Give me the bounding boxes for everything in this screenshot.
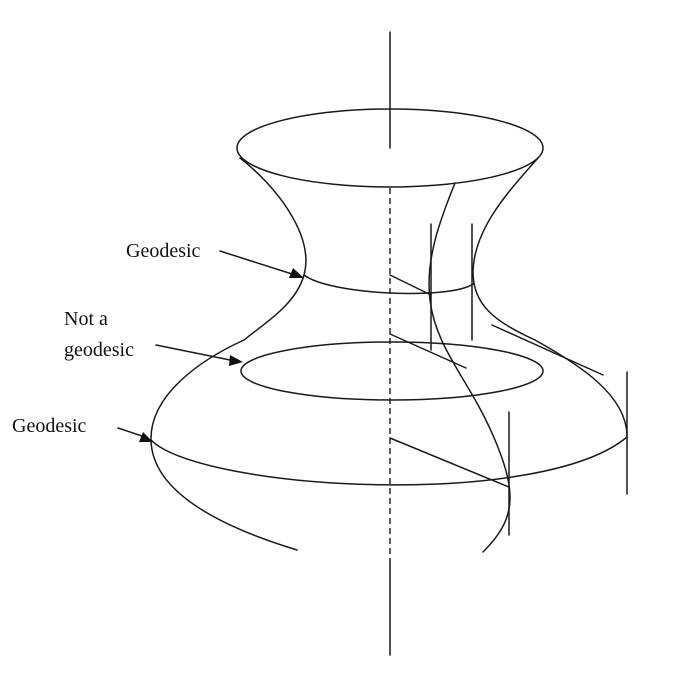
label-geodesic-top: Geodesic bbox=[126, 240, 201, 262]
meridian-curve bbox=[429, 183, 510, 552]
label-geodesic-bottom-group: Geodesic bbox=[12, 415, 153, 442]
label-geodesic-bottom: Geodesic bbox=[12, 415, 87, 437]
radius-line-equator bbox=[390, 438, 509, 487]
label-geodesic-top-group: Geodesic bbox=[126, 240, 304, 278]
radius-line-waist bbox=[390, 275, 431, 295]
label-not-geodesic-line2: geodesic bbox=[64, 339, 134, 361]
arrowhead-geodesic-top bbox=[289, 268, 304, 278]
left-silhouette-curve bbox=[151, 158, 306, 550]
equator-parallel-front bbox=[151, 437, 627, 485]
radius-line-middle bbox=[390, 334, 466, 368]
right-silhouette-curve bbox=[473, 158, 627, 435]
arrowhead-not-geodesic bbox=[229, 355, 243, 366]
leader-geodesic-bottom bbox=[118, 428, 142, 436]
label-not-geodesic-line1: Not a bbox=[64, 308, 108, 330]
waist-parallel-front bbox=[304, 275, 473, 294]
label-not-geodesic-group: Not a geodesic bbox=[64, 308, 243, 366]
tangent-line-side bbox=[492, 325, 603, 375]
leader-geodesic-top bbox=[220, 251, 292, 274]
middle-parallel-ellipse bbox=[241, 342, 543, 400]
